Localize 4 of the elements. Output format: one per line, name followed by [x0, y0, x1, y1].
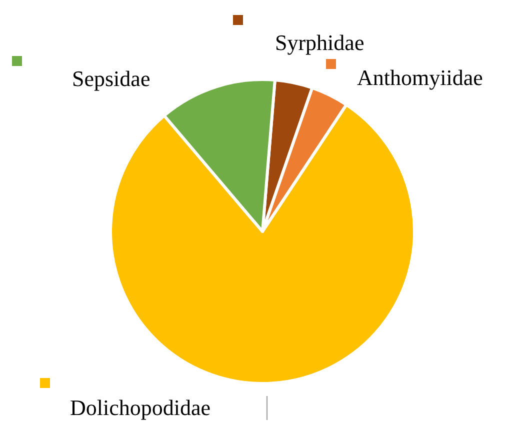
slice-label: Syrphidae	[275, 30, 364, 55]
legend-label: Anthomyiidae	[357, 65, 483, 90]
slice-label: Dolichopodidae	[70, 395, 211, 420]
slice-label: Sepsidae	[72, 66, 150, 91]
